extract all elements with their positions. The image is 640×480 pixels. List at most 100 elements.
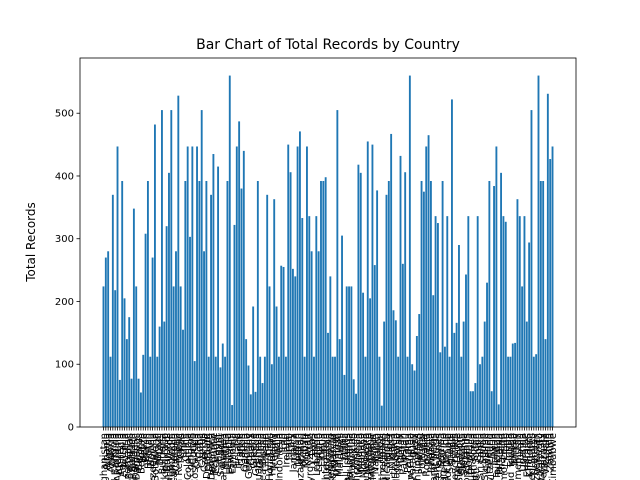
x-tick-label: Somalia (464, 433, 475, 473)
bar (128, 317, 131, 427)
x-tick-label: Malawi (331, 433, 342, 468)
x-tick-label: Kuwait (302, 433, 313, 466)
bar (277, 356, 280, 427)
bar (284, 356, 287, 427)
bar (301, 218, 304, 427)
x-tick-label: Germany (244, 433, 255, 479)
bar (137, 378, 140, 427)
bar (275, 306, 278, 427)
y-tick-label: 300 (55, 234, 74, 245)
x-tick-label: Greece (249, 433, 260, 469)
x-tick-label: Tunisia (508, 433, 519, 468)
x-tick-label: North Macedonia (391, 433, 402, 480)
x-tick-label: Ukraine (520, 433, 531, 472)
bar (348, 286, 350, 427)
x-tick-label: Norway (394, 433, 405, 471)
x-tick-label: Trinidad and Tobago (506, 433, 517, 480)
bar (203, 251, 205, 427)
x-tick-label: Samoa (436, 433, 447, 467)
bar (306, 146, 308, 428)
bar (448, 356, 451, 427)
x-tick-label: Serbia (447, 433, 458, 465)
bar (175, 251, 177, 427)
x-tick-label: Bahrain (127, 433, 138, 472)
x-tick-label: Sao Tome and Principe (440, 433, 451, 480)
bar (168, 172, 170, 427)
bar (497, 404, 500, 427)
bar (163, 321, 166, 427)
x-tick-label: Timor-Leste (499, 433, 510, 480)
x-tick-label: Angola (108, 433, 119, 468)
x-tick-label: Sudan (478, 433, 489, 465)
bar (439, 352, 442, 427)
bar (467, 216, 470, 427)
x-tick-label: Libya (319, 433, 330, 460)
bar (310, 251, 313, 427)
bar (268, 286, 271, 427)
x-tick-label: Belarus (134, 433, 145, 471)
bar (458, 245, 460, 427)
x-tick-label: Vanuatu (534, 433, 545, 474)
bar (350, 286, 353, 427)
x-tick-label: Ireland (281, 433, 292, 468)
bar (228, 75, 231, 428)
x-tick-label: Ecuador (211, 432, 222, 474)
x-tick-label: Saudi Arabia (443, 433, 454, 480)
x-tick-label: Haiti (263, 433, 274, 456)
bar (219, 367, 222, 427)
bar (221, 343, 224, 427)
x-tick-label: Saint Lucia (431, 433, 442, 480)
bar (334, 356, 336, 427)
bar (125, 339, 128, 427)
x-tick-label: Turkmenistan (513, 433, 524, 480)
x-tick-label: San Marino (438, 433, 449, 480)
bar (502, 216, 505, 427)
x-tick-label: Malaysia (333, 433, 344, 477)
bar (488, 181, 491, 427)
bar (182, 329, 184, 427)
x-tick-label: Belize (139, 433, 150, 463)
bar (317, 251, 320, 427)
x-tick-label: Croatia (193, 433, 204, 469)
bar (378, 356, 381, 427)
x-tick-label: United Arab Emirates (522, 433, 533, 480)
bar (336, 110, 339, 427)
x-tick-label: Tonga (504, 433, 515, 463)
x-tick-label: Portugal (417, 433, 428, 474)
bar (298, 131, 301, 427)
bar (282, 266, 285, 427)
x-tick-label: Tuvalu (515, 433, 526, 466)
bar (130, 378, 133, 427)
bar (504, 221, 507, 427)
x-tick-label: Dominica (207, 433, 218, 480)
x-tick-label: Mozambique (366, 433, 377, 480)
bar (495, 146, 498, 428)
x-tick-label: Liberia (316, 433, 327, 467)
x-tick-label: Costa Rica (190, 433, 201, 480)
x-tick-label: Seychelles (450, 433, 461, 480)
bar (308, 216, 311, 427)
x-tick-label: Cyprus (197, 433, 208, 468)
x-tick-label: United Kingdom (525, 433, 536, 480)
x-tick-label: Chile (178, 433, 189, 458)
x-tick-label: Vatican City (536, 433, 547, 480)
x-tick-label: Canada (171, 433, 182, 471)
x-tick-label: New Zealand (380, 433, 391, 480)
x-tick-label: Montenegro (361, 433, 372, 480)
x-tick-label: Cambodia (167, 433, 178, 480)
bar (151, 257, 154, 427)
bar (415, 336, 418, 427)
bar (514, 342, 517, 427)
x-tick-label: Cabo Verde (164, 433, 175, 480)
bar (369, 298, 372, 427)
x-tick-label: Malta (340, 433, 351, 461)
x-tick-label: Guyana (260, 433, 271, 472)
x-tick-label: Mexico (349, 433, 360, 468)
x-tick-label: Uruguay (529, 433, 540, 476)
x-tick-label: Andorra (106, 433, 117, 473)
bar (427, 135, 430, 427)
bar (394, 320, 397, 427)
x-tick-label: Madagascar (328, 432, 339, 480)
x-tick-label: Saint Kitts and Nevis (429, 433, 440, 480)
bar (411, 364, 414, 427)
